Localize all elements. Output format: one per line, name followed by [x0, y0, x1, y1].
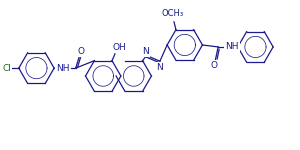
- Text: OCH₃: OCH₃: [162, 9, 184, 18]
- Text: O: O: [77, 47, 84, 56]
- Text: O: O: [211, 61, 218, 70]
- Text: N: N: [142, 47, 149, 56]
- Text: OH: OH: [112, 43, 126, 52]
- Text: NH: NH: [225, 42, 239, 51]
- Text: N: N: [156, 63, 163, 72]
- Text: NH: NH: [56, 64, 70, 73]
- Text: Cl: Cl: [3, 64, 11, 73]
